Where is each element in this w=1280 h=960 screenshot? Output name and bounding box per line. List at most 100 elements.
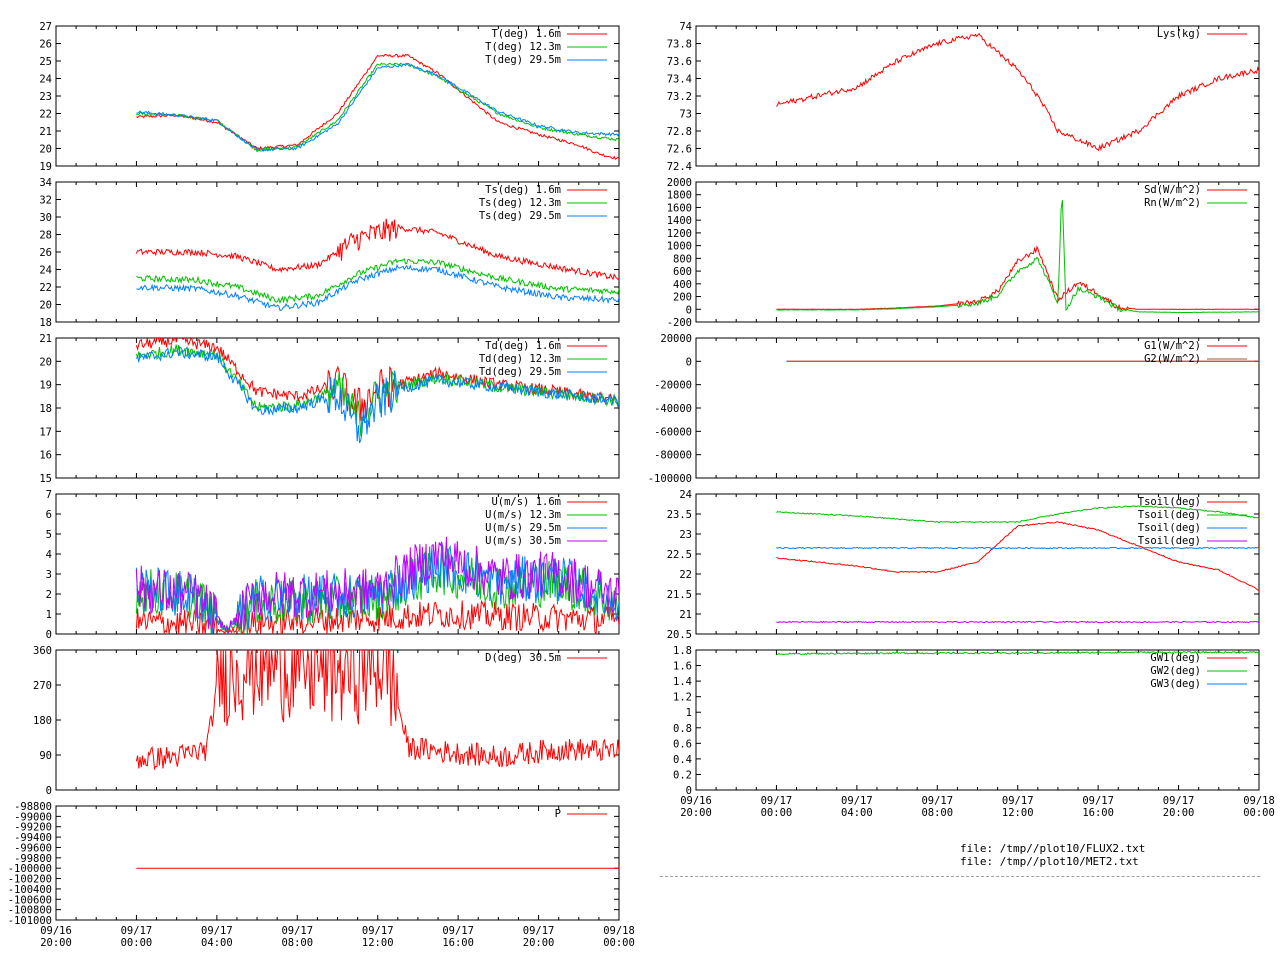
footer-divider	[660, 876, 1260, 877]
y-tick-label: 180	[33, 715, 52, 727]
y-tick-label: 21	[679, 609, 692, 621]
series-line-tsoil-0	[776, 521, 1259, 591]
x-tick-label: 12:00	[362, 937, 394, 949]
series-line-sd-1	[776, 200, 1259, 314]
y-tick-label: 1800	[667, 190, 692, 202]
legend-label: Lys(kg)	[1157, 28, 1201, 40]
y-tick-label: -99600	[14, 842, 52, 854]
y-tick-label: -100200	[8, 874, 52, 886]
y-tick-label: 73.6	[667, 56, 692, 68]
y-tick-label: -80000	[654, 450, 692, 462]
x-tick-label: 09/17	[523, 925, 555, 937]
y-tick-label: 72.6	[667, 144, 692, 156]
x-tick-label: 09/16	[680, 795, 712, 807]
y-tick-label: -100400	[8, 884, 52, 896]
x-tick-label: 09/17	[1082, 795, 1114, 807]
y-tick-label: 32	[39, 195, 52, 207]
series-line-u-0	[135, 599, 619, 634]
series-line-td-0	[135, 338, 619, 421]
y-tick-label: 7	[46, 489, 52, 501]
y-tick-label: 0	[46, 629, 52, 641]
y-tick-label: 28	[39, 230, 52, 242]
y-tick-label: 18	[39, 317, 52, 329]
y-tick-label: 30	[39, 212, 52, 224]
x-tick-label: 09/17	[1163, 795, 1195, 807]
legend-label: Tsoil(deg)	[1138, 496, 1201, 508]
y-tick-label: 1400	[667, 215, 692, 227]
y-tick-label: 5	[46, 529, 52, 541]
series-line-ts-1	[136, 258, 619, 305]
y-tick-label: 21	[39, 126, 52, 138]
legend-label: T(deg) 29.5m	[485, 54, 561, 66]
y-tick-label: -60000	[654, 426, 692, 438]
y-tick-label: 0.8	[673, 723, 692, 735]
y-tick-label: 26	[39, 39, 52, 51]
y-tick-label: -40000	[654, 403, 692, 415]
legend-label: GW1(deg)	[1150, 652, 1201, 664]
y-tick-label: 4	[46, 549, 52, 561]
y-tick-label: 0.2	[673, 769, 692, 781]
y-tick-label: 0	[686, 356, 692, 368]
y-tick-label: -99000	[14, 811, 52, 823]
y-tick-label: 25	[39, 56, 52, 68]
y-tick-label: -98800	[14, 801, 52, 813]
series-line-ts-2	[136, 263, 619, 312]
series-line-t-2	[136, 62, 619, 153]
legend-label: Td(deg) 1.6m	[485, 340, 561, 352]
panel-lys: 72.4 72.6 72.8 73 73.2 73.4 73.6 73.8 74 Lys(kg)	[667, 21, 1260, 173]
y-tick-label: 72.8	[667, 126, 692, 138]
x-tick-label: 08:00	[281, 937, 313, 949]
legend-label: Ts(deg) 12.3m	[479, 197, 561, 209]
x-tick-label: 09/17	[201, 925, 233, 937]
y-tick-label: -99400	[14, 832, 52, 844]
y-tick-label: -100000	[648, 473, 692, 485]
x-tick-label: 09/17	[121, 925, 153, 937]
y-tick-label: 20000	[660, 333, 692, 345]
y-tick-label: 21.5	[667, 589, 692, 601]
legend-label: Ts(deg) 29.5m	[479, 210, 561, 222]
x-tick-label: 04:00	[201, 937, 233, 949]
legend-label: Td(deg) 12.3m	[479, 353, 561, 365]
legend-label: Ts(deg) 1.6m	[485, 184, 561, 196]
y-tick-label: 90	[39, 750, 52, 762]
y-tick-label: 23	[679, 529, 692, 541]
x-tick-label: 12:00	[1002, 807, 1034, 819]
x-tick-label: 00:00	[603, 937, 635, 949]
y-tick-label: 34	[39, 177, 52, 189]
y-tick-label: 1200	[667, 228, 692, 240]
series-line-t-1	[136, 62, 619, 153]
legend-label: U(m/s) 12.3m	[485, 509, 561, 521]
y-tick-label: 0	[686, 785, 692, 797]
y-tick-label: 20	[39, 144, 52, 156]
legend-label: D(deg) 30.5m	[485, 652, 561, 664]
y-tick-label: 0	[46, 785, 52, 797]
legend-label: GW2(deg)	[1150, 665, 1201, 677]
series-line-tsoil-2	[776, 546, 1259, 550]
y-tick-label: -100800	[8, 905, 52, 917]
y-tick-label: 24	[39, 265, 52, 277]
x-tick-label: 09/17	[362, 925, 394, 937]
y-tick-label: -100600	[8, 894, 52, 906]
y-tick-label: 1	[686, 707, 692, 719]
y-tick-label: 20.5	[667, 629, 692, 641]
x-tick-label: 09/16	[40, 925, 72, 937]
y-tick-label: 18	[39, 403, 52, 415]
y-tick-label: -101000	[8, 915, 52, 927]
plot-frame	[695, 25, 1260, 167]
x-tick-label: 20:00	[1163, 807, 1195, 819]
y-tick-label: 74	[679, 21, 692, 33]
y-tick-label: 600	[673, 266, 692, 278]
legend-label: Td(deg) 29.5m	[479, 366, 561, 378]
y-tick-label: 22	[679, 569, 692, 581]
file-label-met: file: /tmp//plot10/MET2.txt	[960, 855, 1139, 868]
legend-label: U(m/s) 29.5m	[485, 522, 561, 534]
y-tick-label: 23	[39, 91, 52, 103]
y-tick-label: 3	[46, 569, 52, 581]
y-tick-label: 270	[33, 680, 52, 692]
x-tick-label: 09/17	[1002, 795, 1034, 807]
y-tick-label: 22	[39, 282, 52, 294]
y-tick-label: 800	[673, 253, 692, 265]
y-tick-label: 19	[39, 161, 52, 173]
legend-label: U(m/s) 30.5m	[485, 535, 561, 547]
